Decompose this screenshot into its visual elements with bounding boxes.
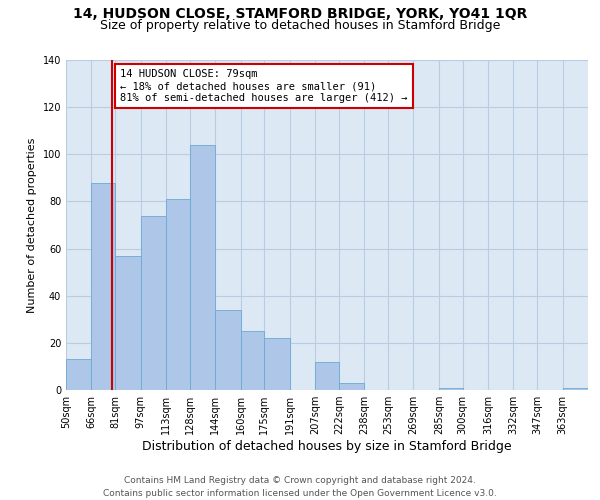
X-axis label: Distribution of detached houses by size in Stamford Bridge: Distribution of detached houses by size … (142, 440, 512, 453)
Bar (140, 216, 166, 390)
Bar (115, 256, 140, 390)
Bar (190, 145, 215, 390)
Text: 14 HUDSON CLOSE: 79sqm
← 18% of detached houses are smaller (91)
81% of semi-det: 14 HUDSON CLOSE: 79sqm ← 18% of detached… (120, 70, 407, 102)
Bar (563, 388, 588, 390)
Text: Size of property relative to detached houses in Stamford Bridge: Size of property relative to detached ho… (100, 19, 500, 32)
Text: 14, HUDSON CLOSE, STAMFORD BRIDGE, YORK, YO41 1QR: 14, HUDSON CLOSE, STAMFORD BRIDGE, YORK,… (73, 8, 527, 22)
Bar (439, 388, 463, 390)
Bar (265, 338, 290, 390)
Y-axis label: Number of detached properties: Number of detached properties (27, 138, 37, 312)
Text: Contains HM Land Registry data © Crown copyright and database right 2024.
Contai: Contains HM Land Registry data © Crown c… (103, 476, 497, 498)
Bar (215, 310, 241, 390)
Bar (66, 360, 91, 390)
Bar (241, 331, 265, 390)
Bar (166, 199, 190, 390)
Bar (339, 383, 364, 390)
Bar (315, 362, 339, 390)
Bar (91, 182, 115, 390)
